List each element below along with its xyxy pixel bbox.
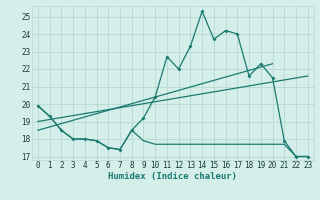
X-axis label: Humidex (Indice chaleur): Humidex (Indice chaleur): [108, 172, 237, 181]
